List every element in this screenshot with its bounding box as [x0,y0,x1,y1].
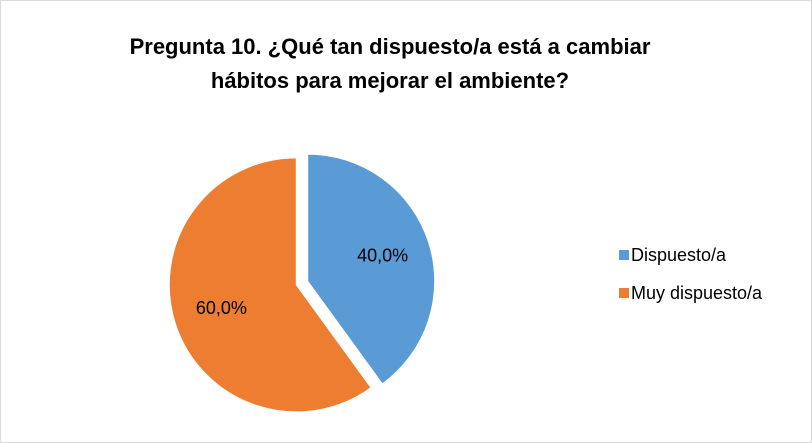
legend-label: Dispuesto/a [631,245,727,265]
pie-slice [307,153,436,385]
data-label: 40,0% [357,246,408,266]
legend-swatch [619,288,629,298]
legend-label: Muy dispuesto/a [631,283,763,303]
data-label: 60,0% [196,298,247,318]
legend-swatch [619,250,629,260]
pie-slice [168,157,372,413]
chart-title: Pregunta 10. ¿Qué tan dispuesto/a está a… [129,34,651,93]
